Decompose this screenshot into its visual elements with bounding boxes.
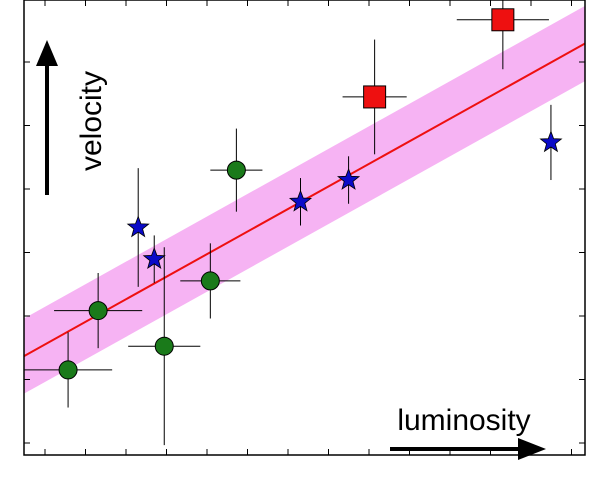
square-marker	[491, 8, 515, 32]
star-marker	[126, 215, 150, 238]
marker-layer	[58, 8, 563, 380]
y-axis-annotation: velocity	[36, 40, 108, 195]
y-axis-arrowhead	[36, 40, 58, 66]
square-marker	[363, 85, 387, 109]
star-marker	[337, 167, 361, 190]
star-marker	[288, 189, 313, 212]
circle-marker	[58, 360, 78, 380]
star-marker	[142, 247, 166, 269]
tick-layer	[24, 0, 585, 455]
plot-frame	[23, 0, 586, 456]
circle-marker	[88, 301, 108, 321]
y-axis-label: velocity	[75, 71, 108, 171]
circle-marker	[226, 160, 246, 180]
circle-marker	[154, 336, 174, 356]
x-axis-arrowhead	[518, 438, 546, 460]
x-axis-label: luminosity	[397, 404, 530, 437]
x-axis-annotation: luminosity	[390, 404, 546, 460]
circle-marker	[200, 271, 220, 291]
star-marker	[539, 130, 563, 153]
